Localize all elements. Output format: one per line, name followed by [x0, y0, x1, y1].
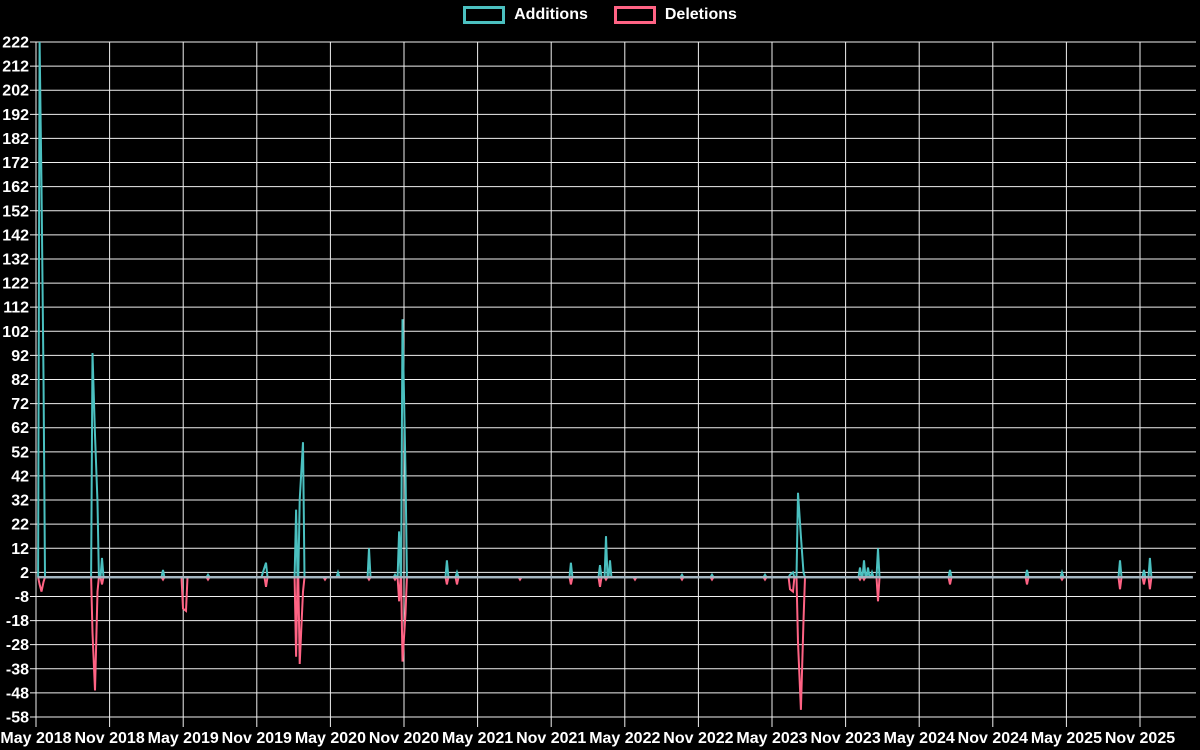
svg-text:May 2019: May 2019: [148, 730, 219, 747]
additions-legend-label: Additions: [514, 6, 588, 23]
svg-text:-48: -48: [6, 685, 29, 702]
svg-text:192: 192: [2, 107, 29, 124]
svg-text:Nov 2019: Nov 2019: [222, 730, 292, 747]
x-axis-tick-labels: May 2018 Nov 2018 May 2019 Nov 2019 May 2020…: [0, 730, 1175, 747]
svg-text:112: 112: [3, 300, 29, 317]
deletions-legend-label: Deletions: [664, 6, 737, 23]
legend-item-deletions[interactable]: Deletions: [613, 6, 737, 24]
svg-text:92: 92: [11, 348, 29, 365]
additions-line: [37, 41, 1193, 579]
svg-text:152: 152: [2, 203, 29, 220]
svg-text:212: 212: [2, 59, 29, 76]
svg-text:-28: -28: [6, 637, 29, 654]
svg-text:42: 42: [11, 468, 29, 485]
svg-text:Nov 2022: Nov 2022: [663, 730, 733, 747]
svg-text:62: 62: [11, 420, 29, 437]
svg-text:172: 172: [2, 155, 29, 172]
svg-text:162: 162: [2, 179, 29, 196]
svg-text:-38: -38: [6, 661, 29, 678]
svg-text:Nov 2018: Nov 2018: [74, 730, 144, 747]
svg-text:Nov 2025: Nov 2025: [1105, 730, 1175, 747]
svg-text:2: 2: [20, 565, 29, 582]
svg-text:May 2018: May 2018: [0, 730, 71, 747]
svg-text:142: 142: [2, 227, 29, 244]
svg-text:May 2023: May 2023: [736, 730, 807, 747]
svg-text:May 2020: May 2020: [295, 730, 366, 747]
svg-text:52: 52: [11, 444, 29, 461]
vertical-gridlines: [35, 42, 1141, 727]
svg-text:202: 202: [2, 83, 29, 100]
chart-legend: Additions Deletions: [0, 6, 1200, 24]
svg-text:182: 182: [2, 131, 29, 148]
svg-text:102: 102: [2, 324, 29, 341]
svg-text:Nov 2020: Nov 2020: [369, 730, 439, 747]
additions-swatch-icon: [463, 6, 506, 24]
svg-text:May 2021: May 2021: [442, 730, 513, 747]
svg-text:Nov 2023: Nov 2023: [810, 730, 880, 747]
svg-text:May 2025: May 2025: [1031, 730, 1102, 747]
y-axis-tick-labels: 2222122021921821721621521421321221121029…: [2, 35, 29, 727]
svg-text:32: 32: [11, 493, 29, 510]
svg-text:-58: -58: [6, 710, 29, 727]
svg-text:72: 72: [11, 396, 29, 413]
horizontal-gridlines: [30, 41, 1196, 718]
deletions-swatch-icon: [613, 6, 656, 24]
svg-text:Nov 2024: Nov 2024: [958, 730, 1028, 747]
legend-item-additions[interactable]: Additions: [463, 6, 588, 24]
deletions-line: [37, 576, 1193, 710]
svg-text:-18: -18: [6, 613, 29, 630]
svg-text:May 2024: May 2024: [884, 730, 955, 747]
svg-text:122: 122: [2, 276, 29, 293]
svg-text:May 2022: May 2022: [589, 730, 660, 747]
svg-text:12: 12: [11, 541, 29, 558]
svg-text:-8: -8: [15, 589, 29, 606]
svg-text:222: 222: [2, 35, 29, 52]
svg-text:82: 82: [11, 372, 29, 389]
svg-text:22: 22: [11, 517, 29, 534]
svg-text:132: 132: [2, 251, 29, 268]
svg-text:Nov 2021: Nov 2021: [516, 730, 586, 747]
